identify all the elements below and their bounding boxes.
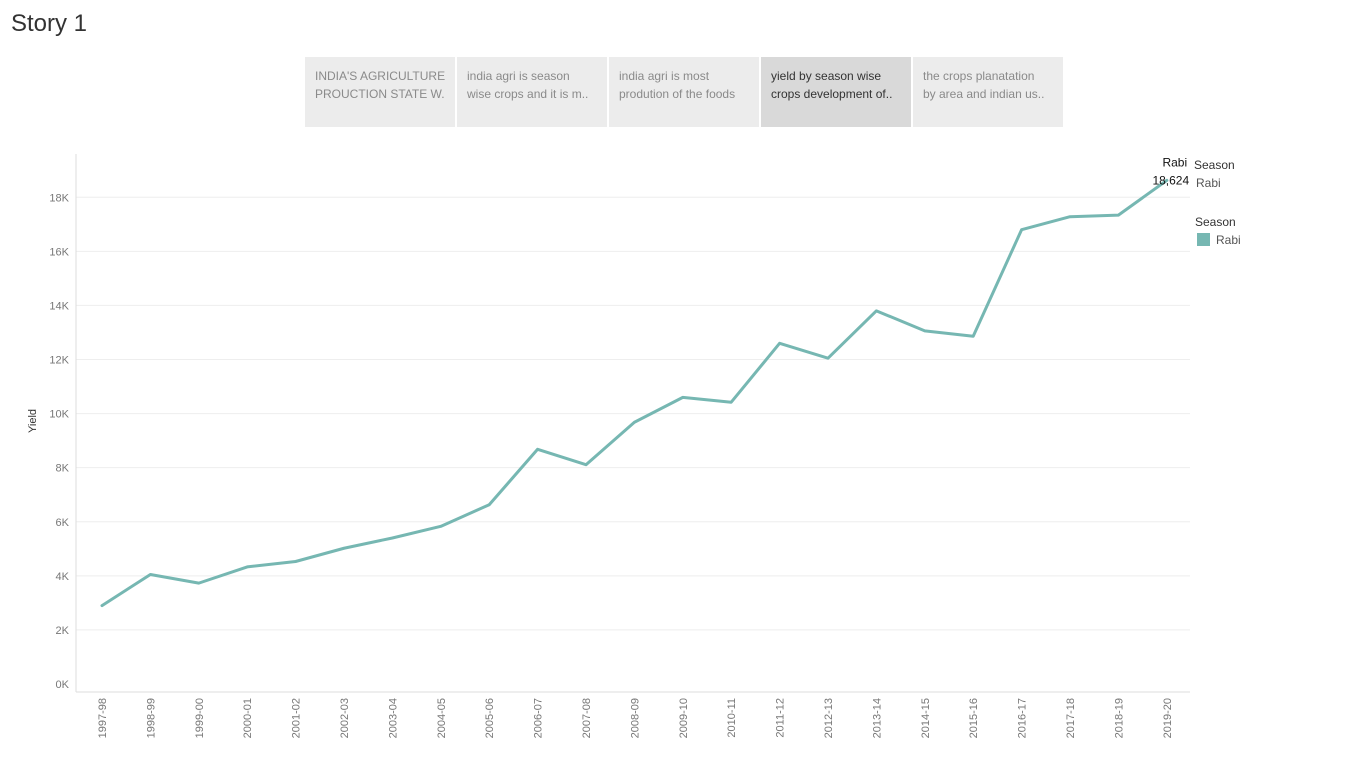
y-tick-label: 6K <box>56 517 70 529</box>
x-tick-label: 2003-04 <box>387 698 399 738</box>
y-axis-ticks: 0K 2K 4K 6K 8K 10K 12K 14K 16K 18K <box>49 192 69 691</box>
annotation-label: Rabi <box>1162 155 1187 169</box>
y-tick-label: 18K <box>49 192 69 204</box>
story-tab-5-line2: by area and indian us.. <box>923 87 1045 101</box>
legend-item-rabi[interactable]: Rabi <box>1216 233 1241 247</box>
data-point[interactable] <box>1069 215 1072 218</box>
x-tick-label: 2000-01 <box>242 698 254 738</box>
story-tab-2-line1: india agri is season <box>467 69 570 83</box>
data-point[interactable] <box>585 463 588 466</box>
x-tick-label: 1998-99 <box>145 698 157 738</box>
data-point[interactable] <box>343 547 346 550</box>
x-tick-label: 2012-13 <box>823 698 835 738</box>
story-tab-2-line2: wise crops and it is m.. <box>467 87 589 101</box>
story-tab-1-line2: PROUCTION STATE W.. <box>315 87 445 101</box>
x-tick-label: 1999-00 <box>194 698 206 738</box>
y-tick-label: 10K <box>49 409 69 421</box>
x-tick-label: 2015-16 <box>968 698 980 738</box>
story-tabs: INDIA'S AGRICULTURE PROUCTION STATE W.. … <box>305 57 1063 127</box>
chart-annotation: Rabi 18,624 <box>1152 155 1189 187</box>
series-line-rabi[interactable] <box>100 178 1169 608</box>
story-tab-4[interactable]: yield by season wise crops development o… <box>761 57 911 127</box>
y-axis-title: Yield <box>27 409 39 433</box>
story-tab-4-line2: crops development of.. <box>771 87 893 101</box>
data-point[interactable] <box>439 525 442 528</box>
x-tick-label: 2016-17 <box>1017 698 1029 738</box>
x-tick-label: 2007-08 <box>581 698 593 738</box>
filter-season-value[interactable]: Rabi <box>1196 176 1221 190</box>
data-point[interactable] <box>488 503 491 506</box>
data-point[interactable] <box>149 573 152 576</box>
y-tick-label: 8K <box>56 463 70 475</box>
y-tick-label: 14K <box>49 300 69 312</box>
data-point[interactable] <box>391 536 394 539</box>
x-tick-label: 2011-12 <box>775 698 787 738</box>
data-point[interactable] <box>972 335 975 338</box>
data-point[interactable] <box>536 448 539 451</box>
chart-gridlines <box>76 196 1190 631</box>
data-point[interactable] <box>633 421 636 424</box>
x-tick-label: 2008-09 <box>629 698 641 738</box>
x-tick-label: 1997-98 <box>97 698 109 738</box>
x-tick-label: 2001-02 <box>291 698 303 738</box>
x-tick-label: 2002-03 <box>339 698 351 738</box>
x-tick-label: 2006-07 <box>533 698 545 738</box>
data-point[interactable] <box>101 604 104 607</box>
x-tick-label: 2017-18 <box>1065 698 1077 738</box>
x-tick-label: 2013-14 <box>871 698 883 738</box>
y-tick-label: 4K <box>56 571 70 583</box>
data-point[interactable] <box>778 342 781 345</box>
data-point[interactable] <box>197 582 200 585</box>
story-title: Story 1 <box>11 10 88 37</box>
x-tick-label: 2018-19 <box>1113 698 1125 738</box>
story-tab-3[interactable]: india agri is most prodution of the food… <box>609 57 759 127</box>
x-axis-ticks: 1997-98 1998-99 1999-00 2000-01 2001-02 2002-… <box>97 698 1174 738</box>
annotation-value: 18,624 <box>1152 173 1189 187</box>
data-point[interactable] <box>827 357 830 360</box>
data-point[interactable] <box>875 309 878 312</box>
x-tick-label: 2014-15 <box>920 698 932 738</box>
story-tab-3-line1: india agri is most <box>619 69 710 83</box>
data-point[interactable] <box>294 560 297 563</box>
chart-series[interactable] <box>100 178 1169 608</box>
legend-swatch-rabi <box>1197 233 1210 246</box>
story-tab-2[interactable]: india agri is season wise crops and it i… <box>457 57 607 127</box>
filter-season-title: Season <box>1194 158 1235 172</box>
data-point[interactable] <box>1117 214 1120 217</box>
x-tick-label: 2010-11 <box>726 698 738 738</box>
y-tick-label: 16K <box>49 246 69 258</box>
story-tab-5-line1: the crops planatation <box>923 69 1035 83</box>
data-point[interactable] <box>681 396 684 399</box>
x-tick-label: 2004-05 <box>436 698 448 738</box>
x-tick-label: 2005-06 <box>484 698 496 738</box>
story-tab-1-line1: INDIA'S AGRICULTURE <box>315 69 445 83</box>
story-tab-3-line2: prodution of the foods <box>619 87 736 101</box>
data-point[interactable] <box>923 329 926 332</box>
data-point[interactable] <box>1020 228 1023 231</box>
story-tab-5[interactable]: the crops planatation by area and indian… <box>913 57 1063 127</box>
y-tick-label: 0K <box>56 679 70 691</box>
x-tick-label: 2019-20 <box>1162 698 1174 738</box>
story-tab-1[interactable]: INDIA'S AGRICULTURE PROUCTION STATE W.. <box>305 57 455 127</box>
x-tick-label: 2009-10 <box>678 698 690 738</box>
data-point[interactable] <box>246 565 249 568</box>
story-tab-4-line1: yield by season wise <box>771 69 882 83</box>
y-tick-label: 12K <box>49 355 69 367</box>
color-legend-title: Season <box>1195 215 1236 229</box>
y-tick-label: 2K <box>56 625 70 637</box>
data-point[interactable] <box>730 401 733 404</box>
